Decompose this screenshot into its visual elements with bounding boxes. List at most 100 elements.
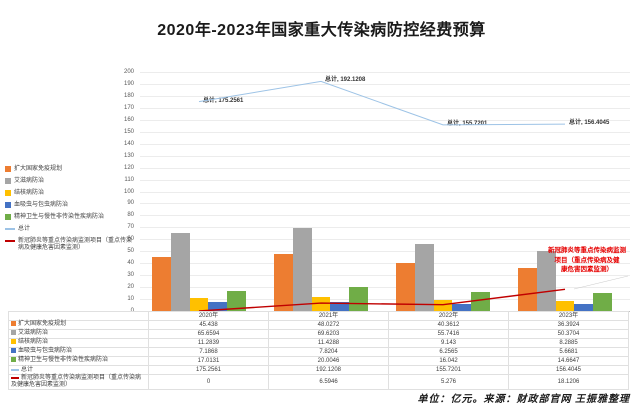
legend-line-key xyxy=(5,240,15,242)
table-row: 总计 175.2561 192.1208 155.7201 156.4045 xyxy=(8,365,629,375)
grid-line xyxy=(140,155,630,157)
legend-item: 艾滋病防治 xyxy=(5,178,137,185)
table-row-label: 精神卫生与慢性非传染性疾病防治 xyxy=(8,356,149,366)
bar xyxy=(452,303,472,311)
y-axis-tick-label: 160 xyxy=(123,116,134,123)
legend-color-chip xyxy=(5,178,11,184)
grid-line xyxy=(140,179,630,181)
bar xyxy=(311,297,331,311)
y-axis-tick-label: 100 xyxy=(123,188,134,195)
bar xyxy=(414,244,434,311)
data-table: 2020年 2021年 2022年 2023年扩大国家免疫规划 45.438 48.027… xyxy=(8,311,629,390)
table-cell: 155.7201 xyxy=(388,365,509,375)
total-point-label: 总计, 175.2561 xyxy=(203,97,244,104)
table-cell: 8.2885 xyxy=(508,338,629,348)
y-axis-tick-label: 140 xyxy=(123,140,134,147)
legend-item: 结核病防治 xyxy=(5,190,137,197)
y-axis-tick-label: 70 xyxy=(127,224,134,231)
table-row: 精神卫生与慢性非传染性疾病防治 17.0131 20.0046 16.042 14.66… xyxy=(8,356,629,366)
grid-line xyxy=(140,83,630,85)
grid-line xyxy=(140,203,630,205)
y-axis-tick-label: 60 xyxy=(127,236,134,243)
y-axis-tick-label: 90 xyxy=(127,200,134,207)
total-line xyxy=(198,80,566,126)
bar xyxy=(292,227,312,311)
grid-line xyxy=(140,167,630,169)
legend-color-chip xyxy=(11,348,16,354)
bar xyxy=(189,297,209,311)
y-axis-tick-label: 200 xyxy=(123,69,134,75)
legend-color-chip xyxy=(5,190,11,196)
table-cell: 5.276 xyxy=(388,374,509,390)
table-header-cell: 2021年 xyxy=(268,311,389,321)
table-cell: 40.3612 xyxy=(388,320,509,330)
grid-line xyxy=(140,131,630,133)
bar xyxy=(152,256,171,311)
table-header-cell: 2023年 xyxy=(508,311,629,321)
grid-line xyxy=(140,227,630,229)
legend-item-label: 精神卫生与慢性非传染性疾病防治 xyxy=(14,214,105,220)
table-row-label: 总计 xyxy=(8,365,149,375)
table-cell: 16.042 xyxy=(388,356,509,366)
grid-line xyxy=(140,287,630,289)
legend-color-chip xyxy=(11,339,16,345)
table-cell: 65.6594 xyxy=(148,329,269,339)
y-axis-tick-label: 110 xyxy=(124,176,134,183)
table-header-cell xyxy=(8,311,149,321)
legend-color-chip xyxy=(5,214,11,220)
table-row-label-text: 精神卫生与慢性非传染性疾病防治 xyxy=(18,357,109,364)
table-cell: 48.0272 xyxy=(268,320,389,330)
legend-color-chip xyxy=(11,357,16,363)
source-caption: 单位：亿元。来源：财政部官网 王振雅整理 xyxy=(417,394,630,405)
table-cell: 20.0046 xyxy=(268,356,389,366)
legend-item: 血吸虫与包虫病防治 xyxy=(5,202,137,209)
table-row: 血吸虫与包虫病防治 7.1868 7.8204 6.2565 5.6681 xyxy=(8,347,629,357)
bar xyxy=(349,287,368,311)
y-axis-tick-label: 150 xyxy=(123,128,134,135)
table-cell: 192.1208 xyxy=(268,365,389,375)
bar xyxy=(396,262,415,311)
y-axis-tick-label: 80 xyxy=(127,212,134,219)
y-axis-tick-label: 130 xyxy=(123,152,134,159)
bar xyxy=(593,293,612,311)
total-point-label: 总计, 192.1208 xyxy=(325,77,366,84)
table-cell: 156.4045 xyxy=(508,365,629,375)
table-cell: 50.3704 xyxy=(508,329,629,339)
legend-item-label: 结核病防治 xyxy=(14,190,45,196)
legend-line-key xyxy=(11,368,19,371)
table-header-cell: 2020年 xyxy=(148,311,269,321)
bar xyxy=(330,301,350,311)
table-cell: 17.0131 xyxy=(148,356,269,366)
table-row-label: 血吸虫与包虫病防治 xyxy=(8,347,149,357)
legend-color-chip xyxy=(11,321,16,327)
legend-line-key xyxy=(11,377,19,380)
total-point-label: 总计, 155.7201 xyxy=(447,120,488,127)
table-row: 扩大国家免疫规划 45.438 48.0272 40.3612 36.3924 xyxy=(8,320,629,330)
y-axis-tick-label: 30 xyxy=(127,272,134,279)
table-cell: 36.3924 xyxy=(508,320,629,330)
table-cell: 11.4288 xyxy=(268,338,389,348)
table-cell: 45.438 xyxy=(148,320,269,330)
bar xyxy=(208,302,228,311)
y-axis-tick-label: 40 xyxy=(127,260,134,267)
table-row-label-text: 扩大国家免疫规划 xyxy=(18,321,67,328)
table-row: 新冠肺炎等重点传染病监测项目（重点传染病及健康危害因素监测） 0 6.5946 5.2… xyxy=(8,374,629,390)
y-axis-tick-label: 180 xyxy=(123,92,134,99)
legend-item: 总计 xyxy=(5,226,137,233)
bar xyxy=(227,290,246,311)
table-cell: 5.6681 xyxy=(508,347,629,357)
table-cell: 6.5946 xyxy=(268,374,389,390)
table-cell: 14.6647 xyxy=(508,356,629,366)
grid-line xyxy=(140,251,630,253)
table-row-label: 结核病防治 xyxy=(8,338,149,348)
y-axis-tick-label: 120 xyxy=(123,164,134,171)
y-axis-tick-label: 10 xyxy=(127,296,134,303)
table-cell: 0 xyxy=(148,374,269,390)
legend-item: 扩大国家免疫规划 xyxy=(5,166,137,173)
table-header-cell: 2022年 xyxy=(388,311,509,321)
table-cell: 9.143 xyxy=(388,338,509,348)
bar xyxy=(274,253,293,311)
table-row-label-text: 艾滋病防治 xyxy=(18,330,49,337)
covid-series-annotation: 新冠肺炎等重点传染病监测 项目（重点传染病及健 康危害因素监测） xyxy=(548,247,626,273)
